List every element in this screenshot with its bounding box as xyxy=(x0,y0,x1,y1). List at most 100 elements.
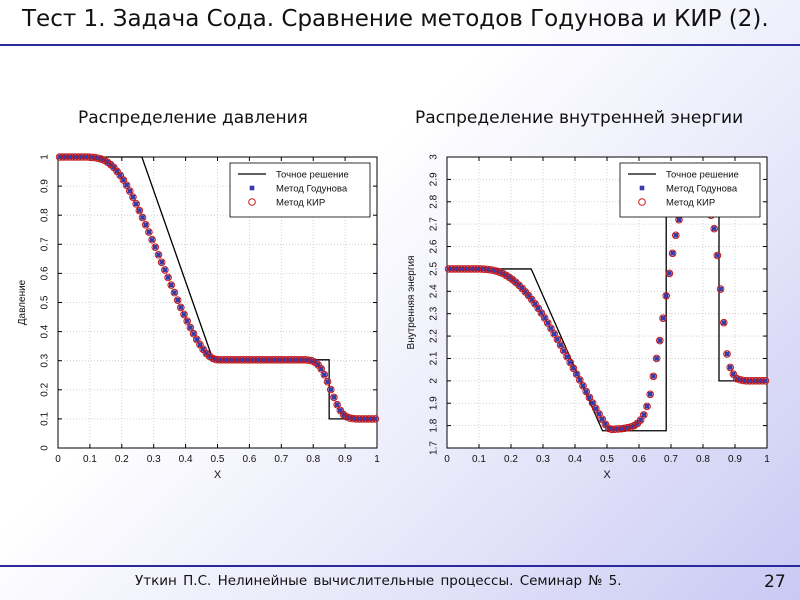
godunov-point xyxy=(341,412,346,417)
godunov-point xyxy=(654,356,659,361)
godunov-point xyxy=(638,417,643,423)
godunov-point xyxy=(529,297,535,302)
kir-point xyxy=(129,193,137,201)
kir-point xyxy=(138,213,147,222)
godunov-point xyxy=(564,354,570,359)
godunov-point xyxy=(545,320,551,326)
godunov-point xyxy=(603,421,608,427)
godunov-point xyxy=(331,395,337,400)
kir-point xyxy=(177,303,185,312)
y-tick-label: 1.9 xyxy=(429,396,440,410)
godunov-point xyxy=(200,347,206,352)
kir-point xyxy=(569,364,578,373)
kir-point xyxy=(371,415,380,423)
kir-point xyxy=(183,317,191,325)
godunov-point xyxy=(162,267,168,273)
kir-point xyxy=(556,341,565,349)
godunov-point xyxy=(590,400,595,406)
x-tick-label: 0 xyxy=(55,454,61,465)
godunov-point xyxy=(567,360,573,365)
kir-point xyxy=(662,291,671,300)
y-tick-label: 2.8 xyxy=(429,194,440,208)
x-tick-label: 0.5 xyxy=(211,454,225,465)
godunov-point xyxy=(663,293,669,299)
godunov-point xyxy=(555,337,560,342)
godunov-point xyxy=(315,362,321,368)
godunov-point xyxy=(532,301,538,307)
godunov-point xyxy=(124,182,129,188)
kir-point xyxy=(713,251,722,260)
y-tick-label: 2.1 xyxy=(429,351,440,365)
pressure-chart: 0 0.1 0.2 0.3 0.4 0.5 0.6 0.7 0.8 0.9 1 0 0.1 0.2 0.3 0… xyxy=(17,153,380,481)
legend: Точное решение Метод Годунова Метод КИР xyxy=(229,162,371,218)
x-tick-label: 0.6 xyxy=(242,454,256,465)
x-tick-label: 0.5 xyxy=(600,454,614,465)
godunov-point xyxy=(325,379,330,384)
x-tick-label: 0.7 xyxy=(664,454,678,465)
y-tick-label: 0.4 xyxy=(40,324,51,338)
godunov-point xyxy=(137,208,142,213)
x-tick-label: 0.7 xyxy=(274,454,288,465)
godunov-point xyxy=(571,366,576,371)
kir-series xyxy=(55,153,380,423)
godunov-point xyxy=(510,277,515,282)
kir-point xyxy=(643,402,651,411)
page-number: 27 xyxy=(764,572,786,592)
x-tick-label: 0.9 xyxy=(338,454,352,465)
godunov-point xyxy=(114,168,120,174)
kir-point xyxy=(173,296,182,304)
x-tick-label: 0 xyxy=(444,454,450,465)
kir-point xyxy=(148,235,156,244)
godunov-point xyxy=(647,391,653,397)
y-tick-label: 0.2 xyxy=(40,382,51,396)
godunov-point xyxy=(711,226,717,231)
godunov-point xyxy=(539,310,544,316)
godunov-point xyxy=(130,194,136,200)
godunov-point xyxy=(318,366,324,372)
godunov-point xyxy=(516,282,522,288)
kir-point xyxy=(170,288,179,297)
kir-point xyxy=(550,330,558,338)
kir-point xyxy=(566,358,574,367)
x-tick-label: 0.4 xyxy=(179,454,193,465)
kir-point xyxy=(720,318,728,327)
kir-point xyxy=(585,393,594,402)
godunov-point xyxy=(583,389,589,394)
x-tick-label: 0.6 xyxy=(632,454,646,465)
godunov-point xyxy=(188,325,193,330)
kir-point xyxy=(668,249,677,258)
kir-point xyxy=(595,410,603,418)
energy-chart-subtitle: Распределение внутренней энергии xyxy=(415,108,744,128)
godunov-point xyxy=(574,371,579,377)
kir-point xyxy=(368,415,377,423)
godunov-point xyxy=(577,377,583,383)
exact-solution-line xyxy=(447,189,767,432)
kir-point xyxy=(164,273,172,282)
y-tick-label: 0.1 xyxy=(40,412,51,426)
kir-series xyxy=(444,187,770,434)
kir-point xyxy=(572,370,581,378)
godunov-point xyxy=(181,312,187,317)
y-tick-label: 2.5 xyxy=(429,262,440,276)
godunov-point xyxy=(676,217,682,222)
legend-circle-symbol xyxy=(248,198,256,206)
y-tick-label: 2 xyxy=(429,378,440,384)
godunov-point xyxy=(338,408,343,413)
kir-point xyxy=(579,381,587,390)
kir-point xyxy=(135,206,144,215)
kir-point xyxy=(672,231,680,240)
kir-point xyxy=(189,329,198,338)
godunov-point xyxy=(535,306,541,311)
y-tick-label: 2.6 xyxy=(429,239,440,253)
x-tick-label: 0.1 xyxy=(83,454,97,465)
godunov-point xyxy=(660,315,666,321)
kir-point xyxy=(592,404,600,413)
kir-point xyxy=(716,285,725,293)
legend-entry: Метод Годунова xyxy=(276,184,348,195)
kir-point xyxy=(333,400,341,409)
kir-point xyxy=(330,393,338,402)
godunov-point xyxy=(542,315,547,321)
y-tick-label: 0.3 xyxy=(40,353,51,367)
kir-point xyxy=(656,336,664,345)
y-tick-label: 3 xyxy=(429,154,440,160)
